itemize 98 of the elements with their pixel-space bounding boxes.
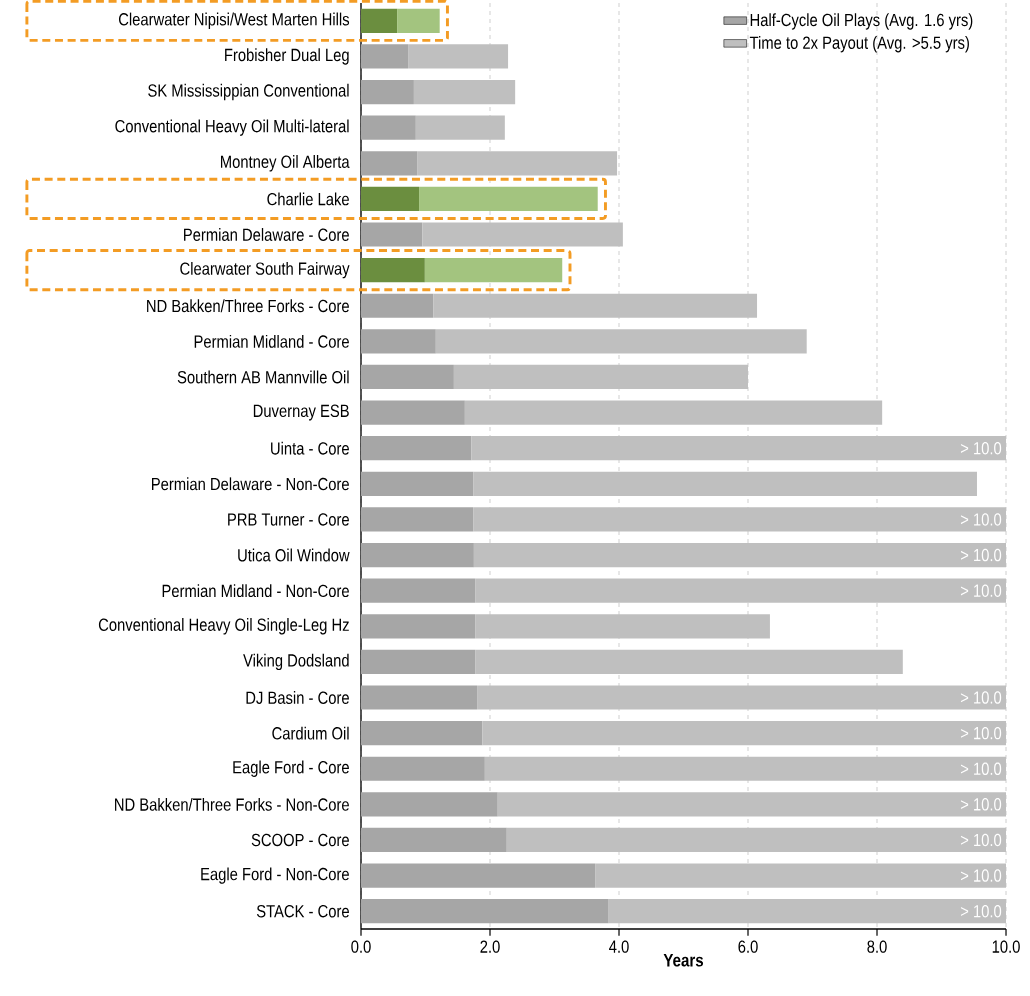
- bar: [361, 44, 409, 69]
- data-label: > 10.0: [960, 513, 1002, 526]
- bar: [361, 471, 474, 496]
- y-tick-label: ND Bakken/Three Forks - Non-Core: [115, 797, 349, 811]
- data-label: > 10.0: [960, 584, 1002, 597]
- x-axis-title: Years: [663, 954, 704, 967]
- data-label: > 10.0: [960, 904, 1002, 918]
- bar: [595, 863, 1007, 888]
- data-label: > 10.0: [960, 833, 1002, 847]
- bar: [473, 507, 1007, 532]
- bar: [361, 293, 434, 318]
- y-tick-label: Viking Dodsland: [243, 653, 349, 671]
- bar: [361, 578, 476, 603]
- y-tick-label: ND Bakken/Three Forks - Core: [147, 299, 349, 313]
- bar: [397, 8, 440, 33]
- bar: [482, 721, 1007, 746]
- bar: [361, 827, 507, 853]
- x-tick-label: 2.0: [480, 940, 500, 953]
- bar: [361, 79, 414, 105]
- data-label: > 10.0: [960, 869, 1002, 882]
- legend-label: Half-Cycle Oil Plays (Avg. 1.6 yrs): [750, 13, 973, 30]
- bar: [361, 863, 596, 888]
- data-label: > 10.0: [960, 762, 1002, 775]
- bar: [361, 186, 420, 211]
- bar: [361, 400, 465, 425]
- y-tick-label: Cardium Oil: [272, 726, 349, 740]
- bar: [361, 649, 476, 674]
- y-tick-label: Charlie Lake: [267, 192, 349, 206]
- y-tick-label: Permian Delaware - Core: [184, 228, 349, 241]
- bar: [424, 258, 563, 283]
- bar: [608, 899, 1007, 924]
- y-tick-label: Southern AB Mannville Oil: [177, 370, 349, 384]
- bar: [475, 649, 903, 674]
- y-tick-label: SK Mississippian Conventional: [148, 83, 349, 101]
- bar: [415, 115, 505, 140]
- bar: [361, 614, 476, 639]
- y-tick-label: Eagle Ford - Core: [233, 760, 349, 777]
- x-tick-label: 8.0: [867, 940, 887, 953]
- x-tick-label: 4.0: [609, 940, 629, 953]
- y-tick-label: SCOOP - Core: [251, 833, 349, 847]
- bar: [361, 364, 454, 390]
- y-tick-label: Clearwater Nipisi/West Marten Hills: [118, 12, 350, 30]
- data-label: > 10.0: [960, 441, 1002, 455]
- y-tick-label: PRB Turner - Core: [228, 513, 349, 526]
- y-tick-label: Conventional Heavy Oil Multi-lateral: [115, 119, 349, 136]
- bar: [477, 685, 1007, 710]
- bar: [361, 685, 478, 710]
- bar: [506, 827, 1007, 853]
- bar: [473, 542, 1007, 568]
- bar: [484, 756, 1007, 781]
- bar: [361, 436, 472, 461]
- y-tick-label: DJ Basin - Core: [246, 691, 349, 704]
- bar: [361, 222, 423, 247]
- bar: [361, 721, 483, 746]
- data-label: > 10.0: [960, 548, 1002, 562]
- y-tick-label: Utica Oil Window: [238, 548, 350, 562]
- x-tick-label: 10.0: [992, 940, 1020, 953]
- bar: [361, 756, 485, 781]
- bar: [361, 151, 418, 176]
- y-tick-label: Eagle Ford - Non-Core: [201, 867, 349, 884]
- bar: [475, 578, 1007, 603]
- data-label: > 10.0: [960, 691, 1002, 704]
- bar: [361, 115, 416, 140]
- data-label: > 10.0: [960, 726, 1002, 740]
- bar: [361, 899, 609, 924]
- x-tick-label: 0.0: [351, 940, 371, 953]
- y-tick-label: Permian Midland - Core: [194, 334, 349, 348]
- bar: [361, 258, 425, 283]
- y-tick-label: Permian Midland - Non-Core: [162, 584, 349, 598]
- bar: [433, 293, 758, 318]
- bar: [453, 364, 749, 390]
- bar: [417, 151, 618, 176]
- bar: [475, 614, 770, 639]
- bar: [413, 79, 516, 105]
- bar: [361, 792, 498, 817]
- data-label: > 10.0: [960, 798, 1002, 811]
- y-tick-label: Uinta - Core: [271, 441, 349, 455]
- bar: [497, 792, 1007, 817]
- y-tick-label: Montney Oil Alberta: [221, 155, 350, 172]
- y-tick-label: Frobisher Dual Leg: [225, 48, 349, 65]
- legend-label: Time to 2x Payout (Avg. >5.5 yrs): [749, 35, 969, 53]
- bar: [422, 222, 623, 247]
- bar: [408, 44, 509, 69]
- y-tick-label: Conventional Heavy Oil Single-Leg Hz: [98, 618, 349, 635]
- bar: [471, 436, 1007, 461]
- bar: [361, 507, 474, 532]
- bar: [361, 8, 398, 33]
- y-tick-label: Permian Delaware - Non-Core: [152, 477, 349, 491]
- bar: [361, 329, 436, 354]
- bar: [464, 400, 883, 425]
- bar: [435, 329, 807, 354]
- bar: [473, 471, 977, 496]
- x-tick-label: 6.0: [738, 940, 758, 953]
- bar: [419, 186, 598, 211]
- y-tick-label: Duvernay ESB: [253, 404, 349, 421]
- y-tick-label: STACK - Core: [256, 904, 349, 918]
- y-tick-label: Clearwater South Fairway: [180, 261, 350, 279]
- bar: [361, 542, 474, 568]
